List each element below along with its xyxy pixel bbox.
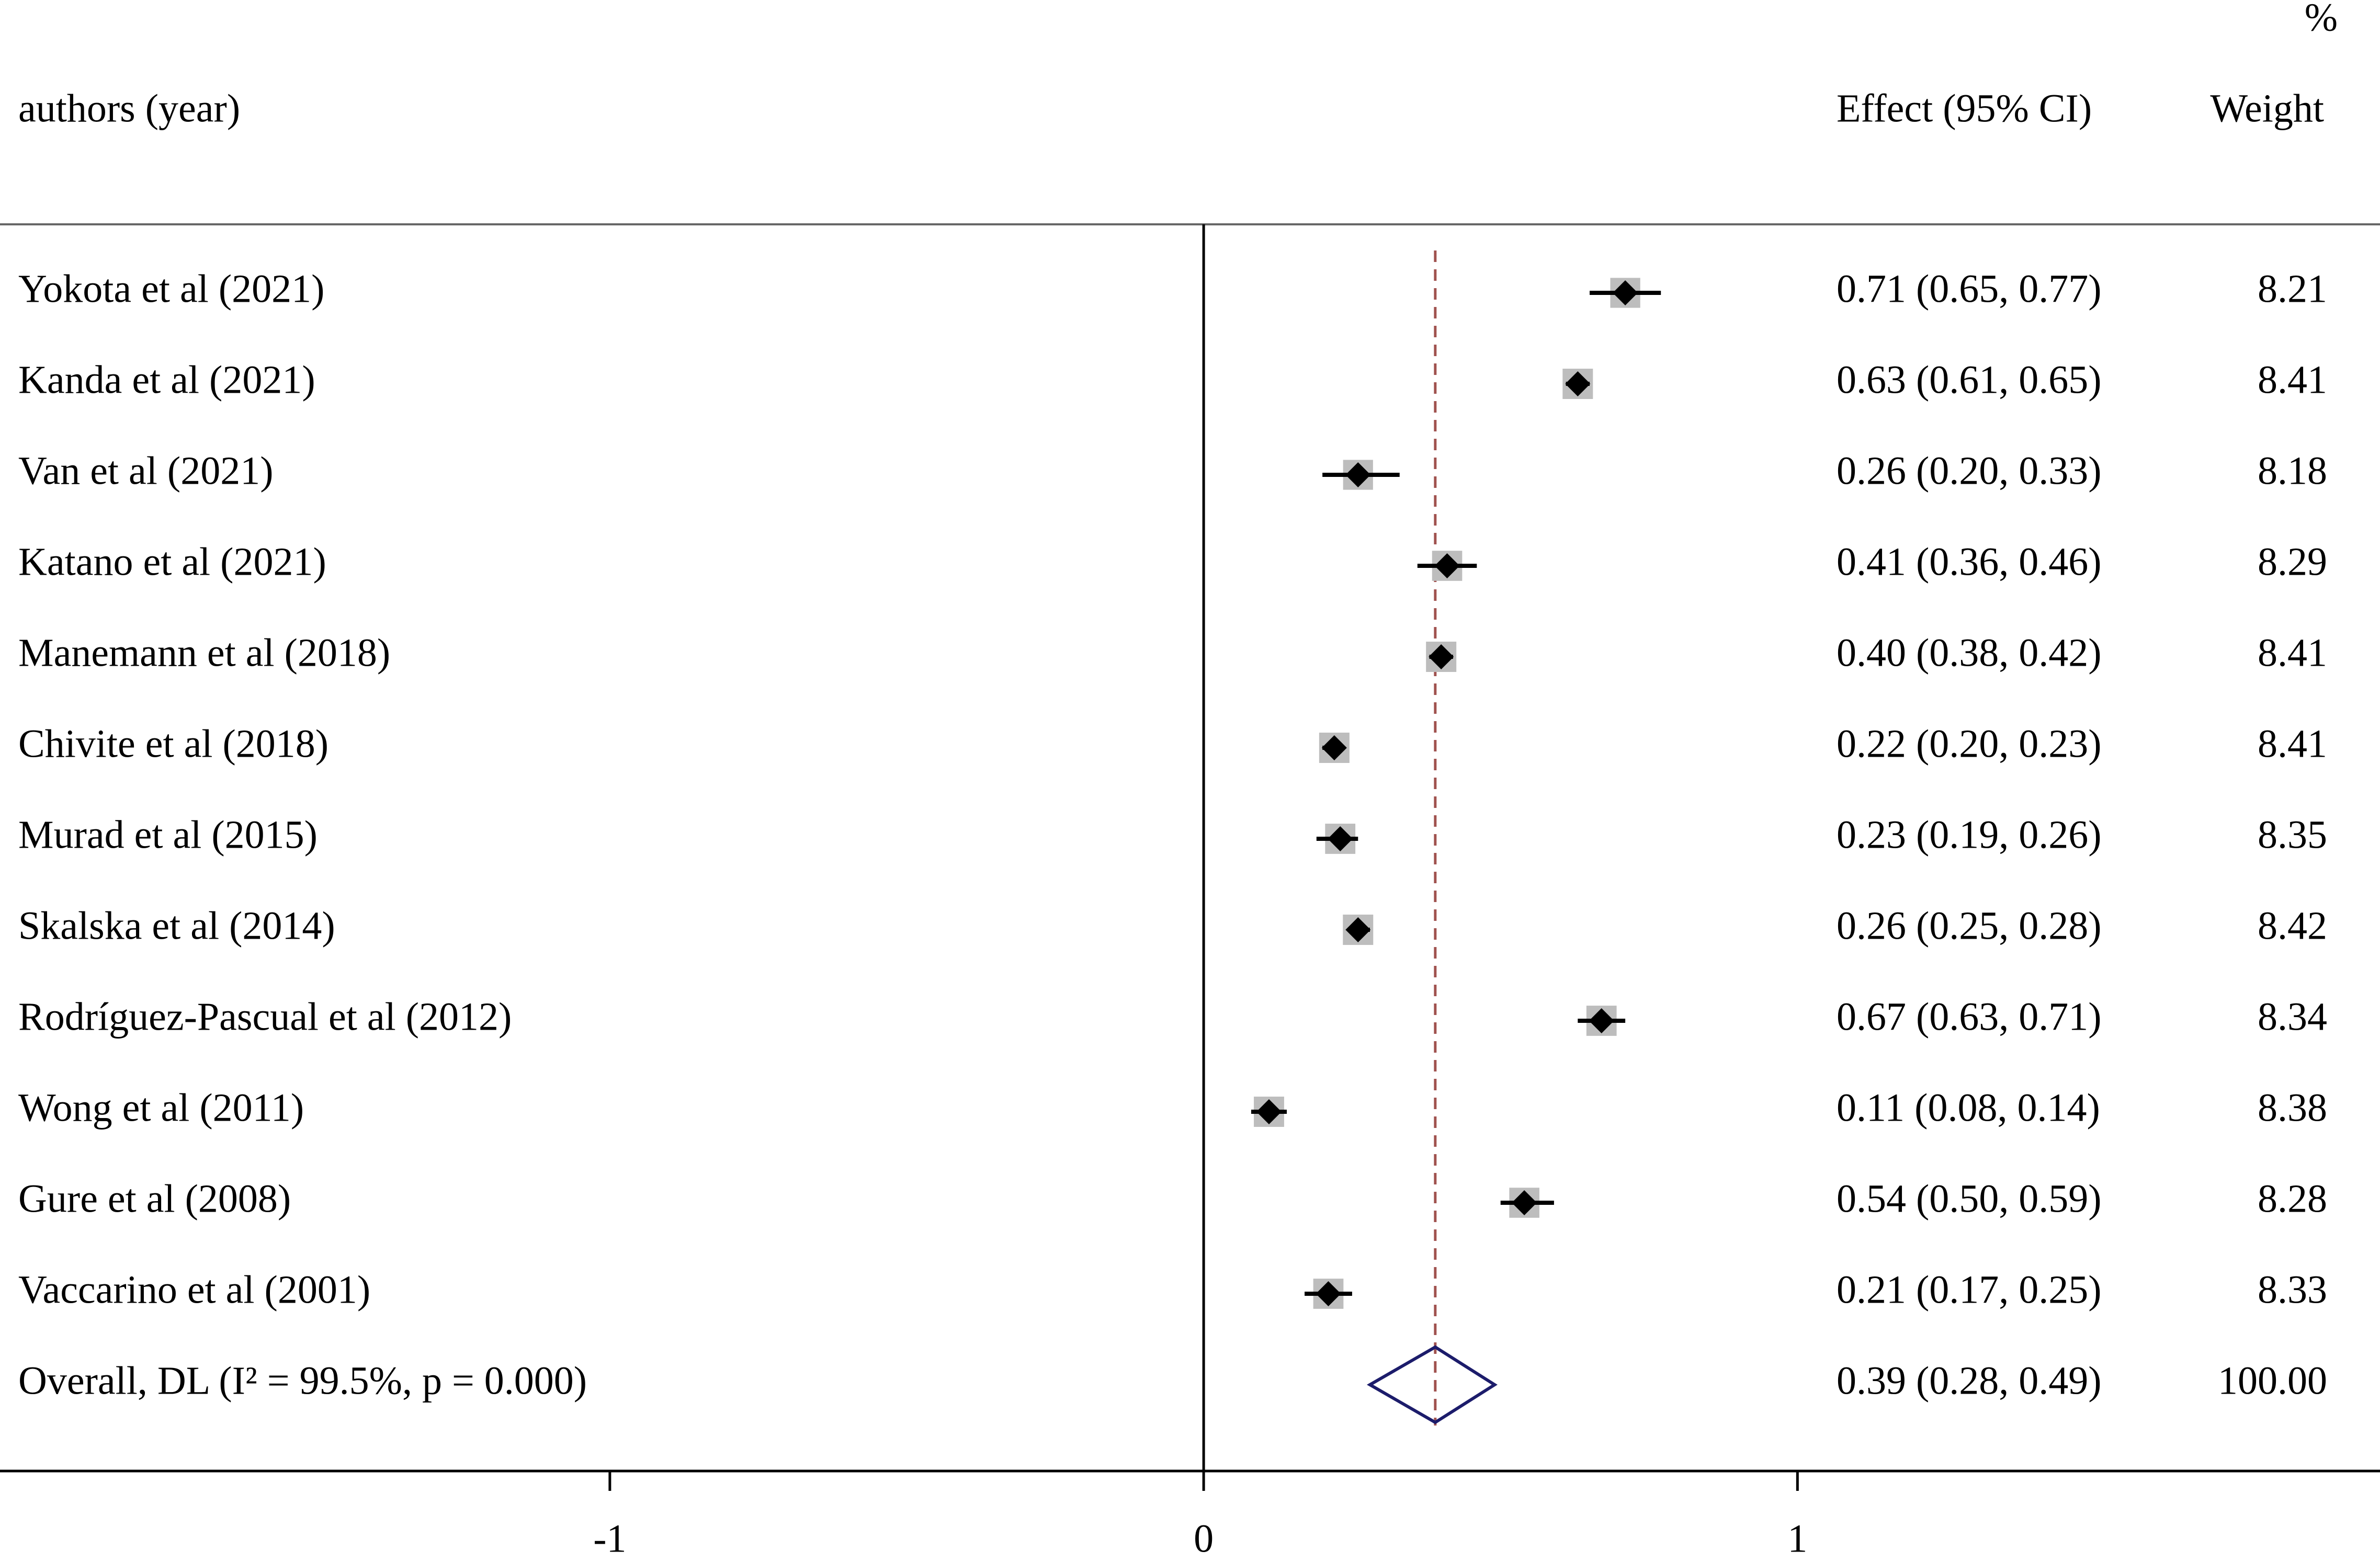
effect-point [1429, 644, 1454, 669]
x-tick-label: 0 [1194, 1517, 1214, 1560]
effect-label: 0.21 (0.17, 0.25) [1837, 1268, 2102, 1312]
weight-label: 8.28 [2258, 1177, 2327, 1221]
weight-label: 8.41 [2258, 631, 2327, 675]
effect-label: 0.26 (0.25, 0.28) [1837, 904, 2102, 948]
weight-label: 8.33 [2258, 1268, 2327, 1312]
weight-label: 8.18 [2258, 449, 2327, 493]
effect-point [1345, 462, 1371, 487]
weight-label: 8.29 [2258, 540, 2327, 584]
weight-label: 8.34 [2258, 995, 2327, 1039]
study-label: Chivite et al (2018) [18, 722, 328, 766]
study-label: Rodríguez-Pascual et al (2012) [18, 995, 512, 1039]
x-tick-label: -1 [593, 1517, 626, 1560]
effect-point [1434, 553, 1460, 578]
weight-label: 8.41 [2258, 358, 2327, 402]
study-label: Skalska et al (2014) [18, 904, 335, 948]
effect-point [1256, 1099, 1282, 1124]
study-header: authors (year) [18, 86, 240, 130]
effect-label: 0.26 (0.20, 0.33) [1837, 449, 2102, 493]
effect-label: 0.41 (0.36, 0.46) [1837, 540, 2102, 584]
study-label: Murad et al (2015) [18, 813, 318, 857]
effect-header: Effect (95% CI) [1837, 86, 2092, 130]
weight-label: 8.41 [2258, 722, 2327, 766]
overall-effect-label: 0.39 (0.28, 0.49) [1837, 1359, 2102, 1403]
effect-point [1316, 1281, 1341, 1306]
study-label: Kanda et al (2021) [18, 358, 315, 402]
overall-label: Overall, DL (I² = 99.5%, p = 0.000) [18, 1359, 587, 1403]
effect-point [1345, 917, 1371, 942]
effect-label: 0.11 (0.08, 0.14) [1837, 1086, 2100, 1130]
effect-label: 0.63 (0.61, 0.65) [1837, 358, 2102, 402]
study-label: Manemann et al (2018) [18, 631, 390, 675]
effect-point [1328, 826, 1353, 851]
effect-label: 0.23 (0.19, 0.26) [1837, 813, 2102, 857]
overall-weight-label: 100.00 [2218, 1359, 2327, 1403]
weight-label: 8.38 [2258, 1086, 2327, 1130]
effect-label: 0.54 (0.50, 0.59) [1837, 1177, 2102, 1221]
effect-point [1565, 371, 1591, 396]
effect-label: 0.40 (0.38, 0.42) [1837, 631, 2102, 675]
study-label: Yokota et al (2021) [18, 267, 324, 311]
weight-header: Weight [2210, 86, 2324, 130]
effect-point [1321, 735, 1347, 760]
weight-label: 8.42 [2258, 904, 2327, 948]
weight-unit: % [2305, 0, 2338, 39]
weight-label: 8.21 [2258, 267, 2327, 311]
study-label: Van et al (2021) [18, 449, 274, 493]
study-label: Gure et al (2008) [18, 1177, 291, 1221]
effect-label: 0.67 (0.63, 0.71) [1837, 995, 2102, 1039]
effect-point [1589, 1008, 1614, 1033]
study-label: Katano et al (2021) [18, 540, 326, 584]
x-tick-label: 1 [1787, 1517, 1807, 1560]
study-label: Vaccarino et al (2001) [18, 1268, 370, 1312]
effect-label: 0.71 (0.65, 0.77) [1837, 267, 2102, 311]
overall-diamond [1366, 1345, 1498, 1424]
study-label: Wong et al (2011) [18, 1086, 304, 1130]
effect-point [1512, 1190, 1537, 1215]
effect-label: 0.22 (0.20, 0.23) [1837, 722, 2102, 766]
weight-label: 8.35 [2258, 813, 2327, 857]
effect-point [1613, 280, 1638, 305]
